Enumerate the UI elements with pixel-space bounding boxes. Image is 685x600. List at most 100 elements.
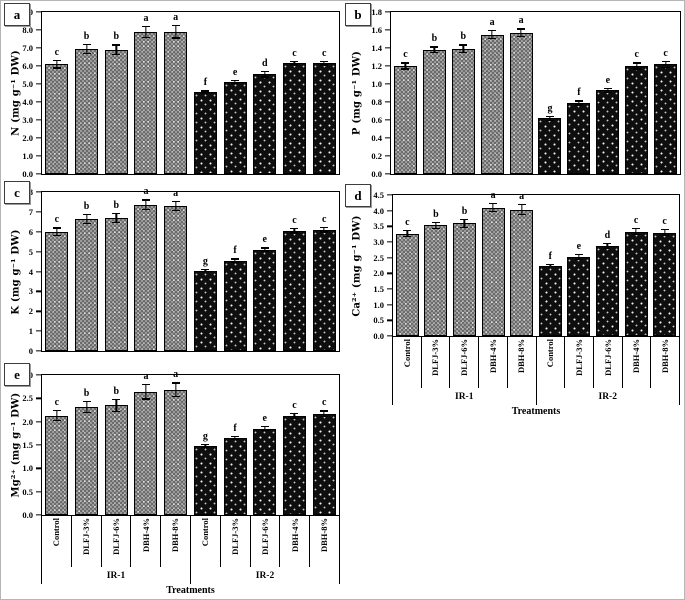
error-bar-cap-top	[141, 199, 150, 201]
error-bar-line	[115, 212, 117, 223]
bar-ir2-1	[193, 445, 217, 515]
significance-letter: g	[202, 431, 208, 443]
error-bar-cap-top	[82, 401, 91, 403]
error-bar-line	[234, 435, 236, 441]
y-tick-label: 3.5	[373, 221, 384, 232]
significance-letter: f	[233, 422, 237, 434]
error-bar	[517, 204, 526, 216]
y-tick-mark	[385, 65, 390, 67]
bar-ir1-5	[164, 205, 188, 351]
y-tick-label: 3.0	[22, 114, 33, 125]
y-tick-label: 1.0	[371, 78, 382, 89]
bar-ir1-3	[104, 217, 128, 351]
error-bar-line	[492, 202, 494, 213]
significance-letter: a	[519, 191, 525, 203]
error-bar-cap-bottom	[201, 92, 210, 94]
error-bar-cap-bottom	[82, 411, 91, 414]
significance-letter: c	[54, 214, 60, 226]
y-tick-label: 0	[28, 345, 33, 356]
bar-slot: b	[101, 12, 131, 174]
error-bar	[52, 410, 61, 422]
error-bar-cap-top	[431, 221, 440, 223]
bar-slot: a	[131, 12, 161, 174]
bar-slot: e	[250, 375, 280, 515]
y-axis-label-n: N (mg g⁻¹ DW)	[10, 50, 22, 136]
error-bar-line	[85, 401, 88, 414]
bar-ir1-4	[134, 391, 158, 515]
y-tick-mark	[387, 210, 392, 212]
panel-b: b P (mg g⁻¹ DW) c b b a a g f e c c 1.8 1.6 1.4 1.2 1…	[344, 3, 684, 180]
error-bar-cap-top	[660, 228, 669, 231]
x-axis-group-label: IR-2	[191, 567, 340, 584]
error-bar-cap-bottom	[141, 36, 150, 39]
bar-slot: d	[593, 195, 622, 336]
y-tick-label: 1.6	[371, 24, 382, 35]
error-bar-line	[435, 221, 437, 230]
y-tick-mark	[385, 101, 390, 103]
error-bar-cap-top	[112, 398, 121, 401]
bar-slot: c	[622, 12, 651, 174]
bar-ir2-3	[595, 245, 619, 336]
error-bar-cap-top	[545, 115, 554, 117]
significance-letter: b	[83, 388, 90, 400]
error-bar-line	[204, 444, 207, 448]
bar-slot: b	[72, 375, 102, 515]
error-bar-line	[175, 24, 177, 39]
bar-slot: b	[450, 195, 479, 336]
y-tick-label: 0.5	[22, 486, 33, 497]
y-tick-mark	[36, 29, 41, 31]
error-bar	[201, 90, 210, 94]
x-axis-treatment-cell: DLFJ-3%	[422, 336, 451, 388]
error-bar-cap-bottom	[403, 236, 412, 238]
y-tick-mark	[385, 83, 390, 85]
error-bar-cap-bottom	[201, 270, 210, 273]
error-bar-cap-top	[82, 213, 91, 216]
error-bar-cap-top	[171, 200, 180, 203]
error-bar-cap-top	[661, 60, 670, 62]
y-tick-label: 7.0	[22, 42, 33, 53]
y-tick-mark	[387, 335, 392, 337]
y-tick-mark	[36, 155, 41, 157]
error-bar	[603, 242, 612, 249]
error-bar-line	[145, 383, 147, 400]
panel-letter-d: d	[345, 184, 371, 207]
error-bar-cap-top	[141, 383, 150, 386]
bar-slot: a	[131, 371, 161, 515]
bar-ir1-5	[164, 389, 188, 515]
error-bar-cap-bottom	[171, 396, 180, 398]
error-bar	[488, 30, 497, 39]
bar-slot: c	[391, 12, 420, 174]
significance-letter: c	[292, 399, 297, 411]
error-bar-cap-bottom	[141, 209, 150, 211]
error-bar	[401, 62, 410, 70]
y-tick-label: 8	[28, 186, 33, 197]
error-bar-cap-top	[231, 258, 240, 260]
y-tick-label: 2.0	[22, 132, 33, 143]
error-bar	[632, 227, 641, 236]
y-tick-mark	[385, 137, 390, 139]
error-bar-cap-top	[201, 268, 210, 271]
error-bar-cap-bottom	[290, 418, 299, 420]
bar-ir1-2	[424, 225, 448, 336]
error-bar-cap-bottom	[320, 415, 329, 417]
bar-ir2-5	[653, 232, 677, 336]
error-bar-cap-top	[201, 90, 210, 92]
bar-slot: c	[42, 12, 72, 174]
error-bar-cap-bottom	[52, 419, 61, 422]
y-tick-label: 4	[28, 266, 33, 277]
bar-ir2-1	[538, 265, 562, 336]
bar-slot: c	[622, 195, 651, 336]
x-axis-group-label: IR-1	[42, 567, 191, 584]
error-bar-line	[175, 382, 177, 398]
y-tick-label: 4.0	[373, 205, 384, 216]
y-tick-mark	[36, 514, 41, 516]
significance-letter: c	[54, 397, 60, 408]
error-bar	[112, 212, 121, 223]
y-tick-mark	[385, 47, 390, 49]
y-tick-label: 8.0	[22, 24, 33, 35]
significance-letter: a	[489, 17, 495, 28]
y-tick-mark	[36, 421, 41, 423]
x-axis-treatment-cell: DBH-8%	[508, 336, 537, 388]
error-bar	[260, 70, 269, 78]
